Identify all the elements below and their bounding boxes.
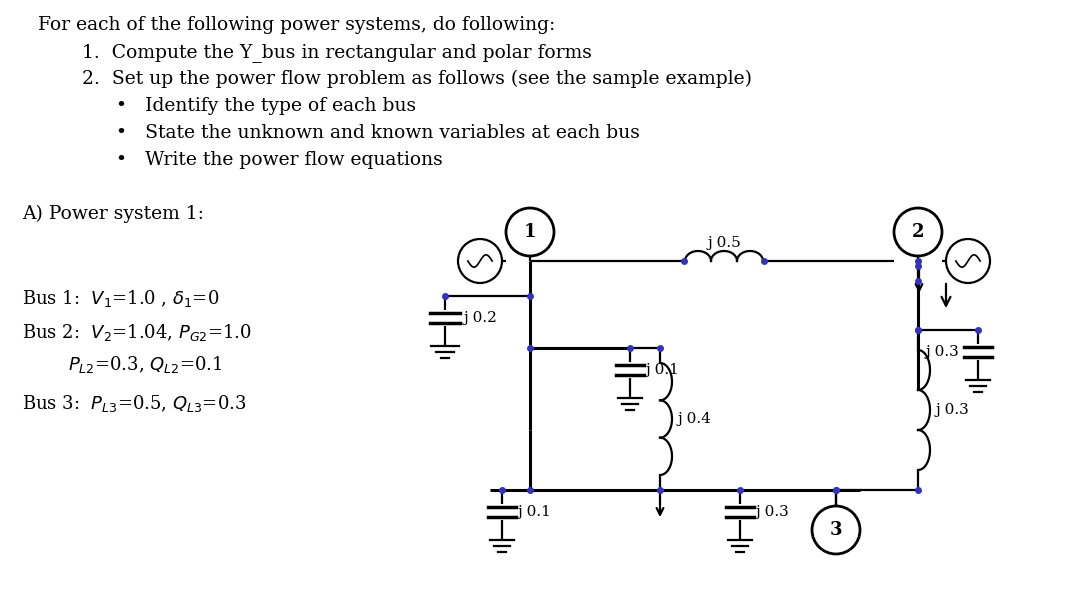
Text: j 0.3: j 0.3 [756,505,790,519]
Text: 1.  Compute the Y_bus in rectangular and polar forms: 1. Compute the Y_bus in rectangular and … [82,43,592,62]
Text: •   State the unknown and known variables at each bus: • State the unknown and known variables … [116,124,640,142]
Text: 2.  Set up the power flow problem as follows (see the sample example): 2. Set up the power flow problem as foll… [82,70,752,88]
Text: For each of the following power systems, do following:: For each of the following power systems,… [38,16,556,34]
Text: 1: 1 [524,223,536,241]
Text: j 0.4: j 0.4 [678,412,712,426]
Text: $P_{L2}$=0.3, $Q_{L2}$=0.1: $P_{L2}$=0.3, $Q_{L2}$=0.1 [68,354,223,375]
Text: •   Write the power flow equations: • Write the power flow equations [116,151,443,169]
Text: Bus 2:  $V_2$=1.04, $P_{G2}$=1.0: Bus 2: $V_2$=1.04, $P_{G2}$=1.0 [22,322,252,343]
Text: 3: 3 [830,521,842,539]
Text: Bus 1:  $V_1$=1.0 , $\delta_1$=0: Bus 1: $V_1$=1.0 , $\delta_1$=0 [22,288,219,309]
Text: Bus 3:  $P_{L3}$=0.5, $Q_{L3}$=0.3: Bus 3: $P_{L3}$=0.5, $Q_{L3}$=0.3 [22,393,246,414]
Text: j 0.5: j 0.5 [707,236,740,250]
Text: A) Power system 1:: A) Power system 1: [22,205,204,223]
Text: j 0.3: j 0.3 [926,345,960,359]
Text: j 0.1: j 0.1 [646,363,680,377]
Text: j 0.2: j 0.2 [463,311,497,325]
Text: 2: 2 [911,223,924,241]
Text: j 0.1: j 0.1 [518,505,552,519]
Text: •   Identify the type of each bus: • Identify the type of each bus [116,97,416,115]
Text: j 0.3: j 0.3 [936,403,970,417]
